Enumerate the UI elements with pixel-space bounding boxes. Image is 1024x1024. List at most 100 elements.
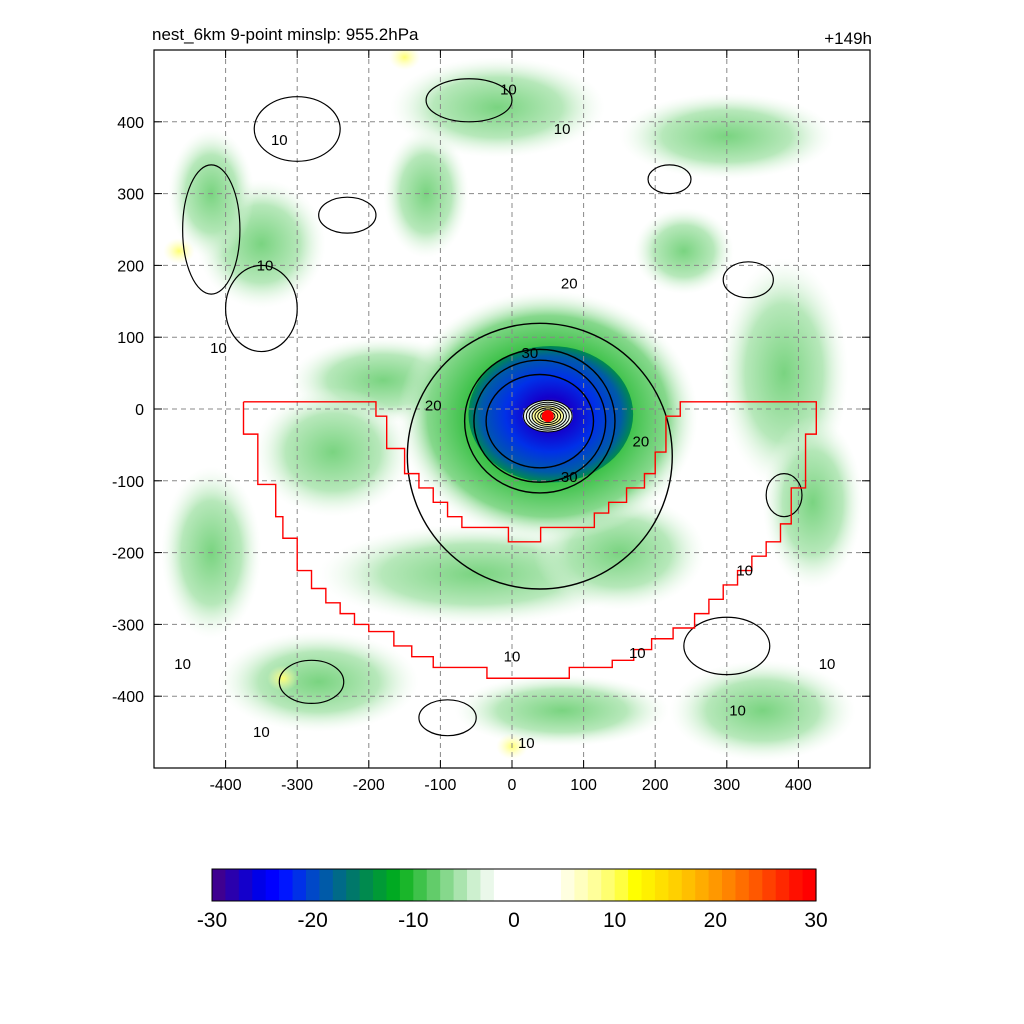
grid-layer	[154, 50, 870, 768]
y-tick-label: -100	[112, 474, 144, 491]
colorbar-tick-label: -10	[398, 909, 428, 932]
colorbar-swatch	[748, 869, 763, 901]
wind-contour-10	[647, 164, 692, 195]
rain-band-10	[669, 660, 856, 761]
colorbar-swatch	[413, 869, 428, 901]
y-tick-label: 400	[117, 115, 144, 132]
contour-label: 10	[629, 645, 646, 662]
colorbar-swatch	[520, 869, 535, 901]
wind-contour-10	[318, 196, 377, 234]
colorbar-swatch	[722, 869, 737, 901]
colorbar-tick-label: 10	[603, 909, 626, 932]
rain-band-1	[254, 387, 412, 517]
colorbar-swatch	[373, 869, 388, 901]
colorbar-swatch	[547, 869, 562, 901]
colorbar-swatch	[775, 869, 790, 901]
colorbar-swatch	[574, 869, 589, 901]
tick-layer: -400 -300 -200 -100 0 100 200 300 40040030020010…	[112, 50, 870, 794]
colorbar-swatch	[346, 869, 361, 901]
colorbar-swatch	[493, 869, 508, 901]
colorbar-swatch	[426, 869, 441, 901]
colorbar-swatch	[735, 869, 750, 901]
colorbar-tick-label: -20	[297, 909, 327, 932]
x-tick-label: -100	[424, 777, 456, 794]
colorbar-swatch	[654, 869, 669, 901]
contour-label-layer: 10 10 10 10 10 20 30 20 20 30 10 10 10 10 10 10 10 10	[174, 81, 835, 751]
forecast-hour-label: +149h	[824, 29, 872, 48]
colorbar-swatch	[319, 869, 334, 901]
colorbar-swatch	[681, 869, 696, 901]
contour-label: 10	[504, 649, 521, 666]
colorbar-swatch	[292, 869, 307, 901]
contour-label: 30	[522, 345, 539, 362]
colorbar-swatch	[695, 869, 710, 901]
y-tick-label: -200	[112, 546, 144, 563]
contour-label: 10	[819, 656, 836, 673]
colorbar-tick-label: 30	[804, 909, 827, 932]
contour-label: 20	[561, 275, 578, 292]
colorbar-swatch	[440, 869, 455, 901]
rain-band-12	[633, 207, 734, 295]
colorbar-swatch	[467, 869, 482, 901]
wind-contour-10	[182, 164, 241, 295]
x-tick-label: 300	[713, 777, 740, 794]
wind-contour-ring	[463, 348, 616, 494]
wind-contour-10	[278, 659, 345, 704]
wind-contour-ring	[406, 322, 673, 590]
colorbar-swatch	[534, 869, 549, 901]
colorbar-swatch	[614, 869, 629, 901]
colorbar-swatch	[305, 869, 320, 901]
colorbar-swatch	[238, 869, 253, 901]
contour-label: 10	[174, 656, 191, 673]
colorbar-tick-label: 20	[704, 909, 727, 932]
colorbar-swatch	[762, 869, 777, 901]
x-tick-label: 200	[642, 777, 669, 794]
wind-contour-ring	[485, 373, 595, 469]
rain-band-5	[619, 93, 835, 180]
contour-label: 20	[425, 397, 442, 414]
contour-label: 10	[518, 735, 535, 752]
colorbar-swatch	[789, 869, 804, 901]
x-tick-label: -300	[281, 777, 313, 794]
eye-contour	[522, 399, 573, 433]
wind-contour-10	[425, 78, 513, 123]
colorbar-swatch	[359, 869, 374, 901]
y-tick-label: 200	[117, 258, 144, 275]
contour-label: 10	[257, 257, 274, 274]
colorbar-swatch	[225, 869, 240, 901]
colorbar-swatch	[332, 869, 347, 901]
wind-contour-10	[765, 473, 803, 518]
contour-label: 10	[554, 121, 571, 138]
y-tick-label: 300	[117, 187, 144, 204]
colorbar-swatch	[265, 869, 280, 901]
colorbar-swatch	[560, 869, 575, 901]
rain-band-8	[218, 631, 419, 733]
y-tick-label: 100	[117, 330, 144, 347]
wind-contour-10	[722, 261, 774, 299]
contour-label: 10	[500, 81, 517, 98]
analysis-boundary	[242, 401, 817, 679]
colorbar-swatch	[386, 869, 401, 901]
x-tick-label: 400	[785, 777, 812, 794]
wind-contour-10	[418, 699, 477, 737]
contour-label: 10	[736, 563, 753, 580]
wind-contour-ring	[473, 359, 607, 483]
colorbar-frame	[211, 868, 817, 902]
colorbar: -30 -20 -10 0 10 20 30	[197, 868, 828, 932]
chart-title: nest_6km 9-point minslp: 955.2hPa	[152, 25, 419, 44]
colorbar-swatch	[212, 869, 227, 901]
contour-label: 30	[561, 469, 578, 486]
colorbar-swatch	[587, 869, 602, 901]
x-tick-label: -200	[353, 777, 385, 794]
x-tick-label: 0	[508, 777, 517, 794]
wind-contour-10	[224, 264, 298, 353]
x-tick-label: 100	[570, 777, 597, 794]
rain-band-14	[762, 416, 863, 589]
colorbar-swatch	[628, 869, 643, 901]
colorbar-swatch	[708, 869, 723, 901]
contour-layer	[182, 78, 803, 737]
yellow-spot-1	[267, 665, 299, 692]
colorbar-swatch	[399, 869, 414, 901]
colorbar-swatch	[668, 869, 683, 901]
